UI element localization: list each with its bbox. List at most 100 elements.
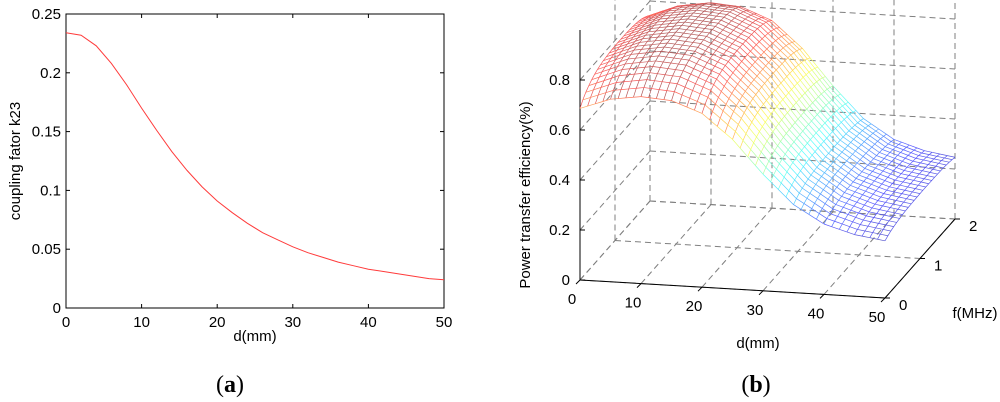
x-tick-label-a: 40 bbox=[360, 314, 377, 331]
mesh-line-f bbox=[872, 171, 881, 175]
mesh-line-f bbox=[690, 15, 699, 18]
mesh-line-f bbox=[715, 26, 724, 31]
mesh-line-f bbox=[758, 90, 767, 101]
mesh-line-f bbox=[757, 112, 766, 123]
mesh-line-f bbox=[641, 24, 650, 28]
y-tick-label-a: 0.1 bbox=[40, 182, 61, 199]
mesh-line-f bbox=[893, 139, 902, 143]
mesh-line-f bbox=[846, 202, 854, 207]
mesh-line-f bbox=[681, 24, 690, 27]
mesh-line-f bbox=[642, 37, 651, 40]
mesh-line-f bbox=[634, 73, 643, 75]
mesh-line-f bbox=[901, 173, 909, 176]
mesh-line-f bbox=[684, 86, 693, 91]
mesh-line-f bbox=[705, 17, 714, 20]
mesh-line-f bbox=[863, 181, 872, 185]
mesh-line-f bbox=[836, 110, 845, 120]
mesh-line-f bbox=[687, 18, 696, 21]
mesh-line-f bbox=[729, 46, 738, 51]
mesh-line-f bbox=[732, 43, 741, 48]
mesh-line-f bbox=[776, 106, 785, 117]
mesh-line-f bbox=[898, 176, 906, 179]
mesh-line-f bbox=[733, 111, 742, 119]
mesh-line-f bbox=[699, 23, 708, 26]
mesh-line-f bbox=[756, 44, 765, 53]
mesh-line-f bbox=[579, 105, 588, 109]
mesh-line-f bbox=[879, 173, 888, 178]
mesh-line-f bbox=[835, 128, 844, 138]
mesh-line-f bbox=[887, 176, 896, 181]
mesh-line-f bbox=[863, 141, 872, 148]
mesh-line-f bbox=[788, 129, 798, 139]
mesh-line-f bbox=[762, 68, 771, 77]
mesh-line-f bbox=[802, 77, 812, 88]
mesh-line-f bbox=[851, 169, 860, 176]
mesh-line-f bbox=[716, 78, 725, 87]
mesh-line-f bbox=[684, 54, 692, 56]
mesh-line-f bbox=[764, 121, 774, 132]
mesh-line-f bbox=[874, 203, 883, 207]
mesh-line-f bbox=[872, 232, 881, 235]
mesh-line-f bbox=[761, 17, 770, 22]
mesh-line-f bbox=[723, 16, 732, 22]
mesh-line-f bbox=[789, 166, 798, 176]
mesh-line-f bbox=[695, 19, 703, 22]
mesh-line-f bbox=[732, 139, 741, 149]
mesh-line-f bbox=[778, 189, 787, 198]
mesh-line-f bbox=[743, 75, 752, 84]
mesh-line-f bbox=[862, 130, 871, 137]
mesh-line-f bbox=[797, 174, 806, 184]
mesh-line-f bbox=[705, 3, 713, 6]
mesh-line-f bbox=[796, 198, 805, 204]
mesh-line-f bbox=[904, 170, 912, 173]
mesh-line-f bbox=[671, 47, 680, 50]
mesh-line-f bbox=[721, 91, 730, 99]
grid-line-b bbox=[649, 50, 956, 70]
mesh-line-f bbox=[862, 156, 871, 163]
mesh-line-f bbox=[857, 187, 866, 192]
mesh-line-f bbox=[880, 233, 888, 237]
mesh-line-f bbox=[739, 147, 749, 158]
mesh-line-f bbox=[806, 197, 815, 204]
mesh-line-f bbox=[786, 76, 795, 87]
mesh-line-f bbox=[632, 23, 641, 28]
mesh-line-f bbox=[876, 213, 885, 216]
mesh-line-f bbox=[644, 21, 653, 25]
mesh-line-f bbox=[723, 85, 733, 94]
mesh-line-f bbox=[781, 63, 790, 74]
mesh-line-f bbox=[720, 5, 729, 8]
x-tick-label-b: 30 bbox=[747, 302, 764, 319]
mesh-line-f bbox=[888, 143, 896, 148]
mesh-line-f bbox=[806, 58, 816, 69]
mesh-line-f bbox=[801, 62, 810, 73]
mesh-line-f bbox=[610, 55, 619, 59]
mesh-line-f bbox=[858, 174, 867, 179]
mesh-line-f bbox=[878, 164, 887, 169]
mesh-line-f bbox=[812, 135, 822, 145]
mesh-line-f bbox=[692, 90, 701, 95]
mesh-line-f bbox=[894, 212, 903, 215]
mesh-line-f bbox=[881, 218, 890, 222]
mesh-line-f bbox=[916, 147, 925, 152]
mesh-line-f bbox=[698, 16, 706, 19]
mesh-line-f bbox=[756, 13, 765, 18]
mesh-line-f bbox=[695, 38, 704, 41]
mesh-line-f bbox=[890, 207, 898, 210]
mesh-line-f bbox=[641, 16, 649, 20]
mesh-line-f bbox=[732, 72, 741, 81]
mesh-line-f bbox=[722, 110, 731, 118]
mesh-line-f bbox=[847, 102, 857, 111]
mesh-line-f bbox=[759, 72, 768, 81]
mesh-line-f bbox=[819, 79, 828, 90]
mesh-line-f bbox=[788, 92, 797, 103]
mesh-line-f bbox=[875, 227, 884, 230]
mesh-line-f bbox=[727, 124, 736, 132]
mesh-line-f bbox=[712, 4, 721, 7]
mesh-line-f bbox=[826, 88, 836, 98]
mesh-line-f bbox=[681, 10, 689, 13]
mesh-line-f bbox=[765, 21, 775, 30]
mesh-line-f bbox=[748, 37, 757, 46]
mesh-line-f bbox=[660, 67, 668, 69]
mesh-line-f bbox=[646, 13, 655, 17]
